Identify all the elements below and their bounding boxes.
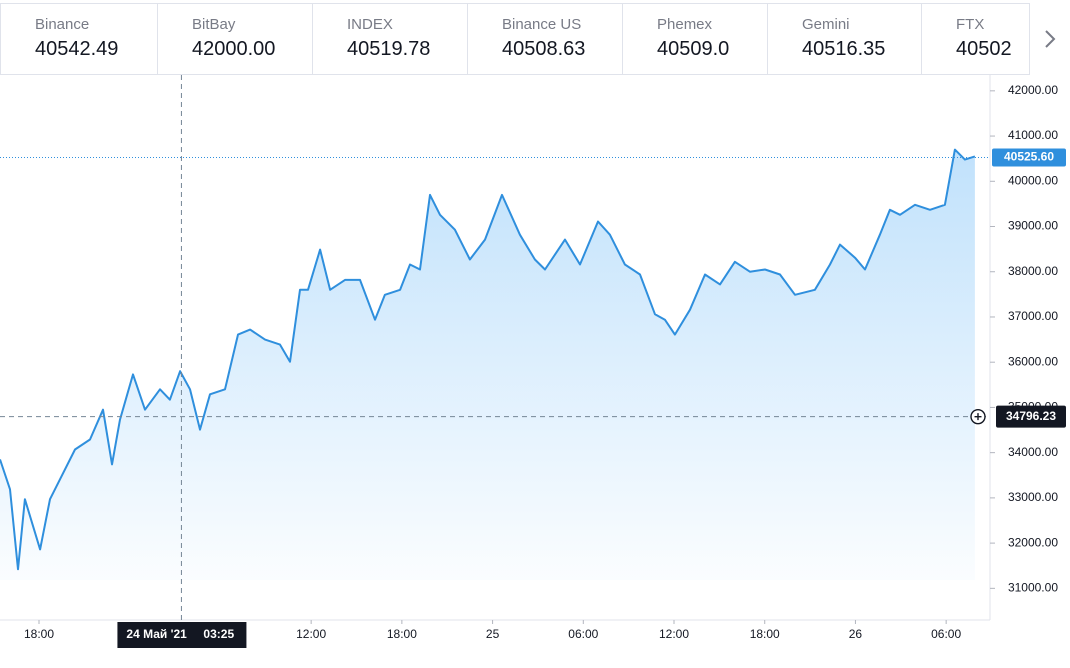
y-tick-label: 34000.00 [1008, 445, 1058, 459]
y-tick-label: 38000.00 [1008, 264, 1058, 278]
x-tick-label: 18:00 [24, 627, 54, 641]
x-tick-label: 18:00 [750, 627, 780, 641]
chevron-icon [1045, 30, 1056, 48]
exchange-name: Phemex [657, 16, 713, 33]
y-tick-label: 37000.00 [1008, 309, 1058, 323]
x-tick-label: 06:00 [568, 627, 598, 641]
crosshair-date-label: 24 Май '21 [126, 627, 187, 641]
exchange-cell[interactable]: Binance 40542.49 [0, 3, 158, 75]
y-tick-label: 32000.00 [1008, 535, 1058, 549]
last-price-label: 40525.60 [1004, 150, 1054, 164]
y-tick-label: 42000.00 [1008, 83, 1058, 97]
exchange-name: Binance [35, 16, 90, 33]
exchange-price: 40508.63 [502, 38, 586, 60]
y-tick-label: 31000.00 [1008, 581, 1058, 595]
exchange-cell[interactable]: FTX 40502 [922, 3, 1030, 75]
exchange-cell[interactable]: BitBay 42000.00 [158, 3, 313, 75]
exchange-name: FTX [956, 16, 985, 33]
exchange-name: Gemini [802, 16, 850, 33]
x-tick-label: 06:00 [931, 627, 961, 641]
y-tick-label: 39000.00 [1008, 219, 1058, 233]
exchange-bar: Binance 40542.49 BitBay 42000.00 INDEX 40519.… [0, 3, 1070, 75]
x-tick-label: 12:00 [659, 627, 689, 641]
x-tick-label: 18:00 [387, 627, 417, 641]
x-tick-label: 12:00 [296, 627, 326, 641]
exchange-name: Binance US [502, 16, 582, 33]
price-line [0, 148, 976, 571]
crosshair-price-label: 34796.23 [1006, 409, 1056, 423]
exchange-price: 40542.49 [35, 38, 119, 60]
exchange-price: 40502 [956, 38, 1012, 60]
crosshair-time-label: 03:25 [203, 627, 234, 641]
scroll-right-button[interactable] [1030, 3, 1070, 75]
y-tick-label: 36000.00 [1008, 354, 1058, 368]
y-tick-label: 40000.00 [1008, 173, 1058, 187]
alert-icon-plus [974, 413, 982, 421]
exchange-name: BitBay [192, 16, 236, 33]
exchange-cell[interactable]: Gemini 40516.35 [768, 3, 922, 75]
area-fill [0, 149, 975, 580]
y-tick-label: 41000.00 [1008, 128, 1058, 142]
exchange-price: 42000.00 [192, 38, 276, 60]
last-price-badge [992, 148, 1066, 167]
exchange-cell[interactable]: Binance US 40508.63 [468, 3, 623, 75]
x-tick-label: 25 [486, 627, 500, 641]
crosshair-time-badge [117, 622, 247, 648]
exchange-price: 40519.78 [347, 38, 431, 60]
exchange-name: INDEX [347, 16, 393, 33]
x-tick-label: 26 [849, 627, 863, 641]
exchange-cell[interactable]: INDEX 40519.78 [313, 3, 468, 75]
exchange-price: 40516.35 [802, 38, 886, 60]
crosshair-price-badge [996, 405, 1066, 428]
y-tick-label: 33000.00 [1008, 490, 1058, 504]
alert-button[interactable] [970, 408, 986, 425]
exchange-cell[interactable]: Phemex 40509.0 [623, 3, 768, 75]
exchange-price: 40509.0 [657, 38, 730, 60]
